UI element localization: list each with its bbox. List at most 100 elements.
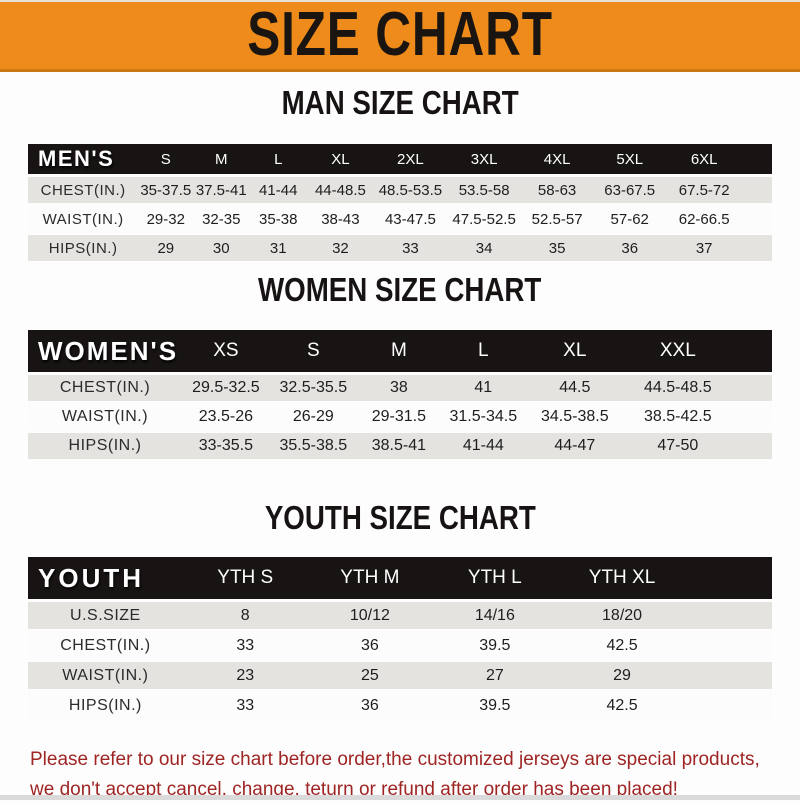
men-col-2xl: 2XL (373, 144, 448, 176)
men-header-filler (742, 144, 772, 176)
footer-note: Please refer to our size chart before or… (0, 745, 800, 805)
row-filler (731, 430, 772, 459)
size-value: 14/16 (431, 599, 558, 631)
men-col-m: M (193, 144, 250, 176)
row-filler (686, 629, 772, 661)
footer-line-2: we don't accept cancel, change, teturn o… (30, 779, 678, 800)
row-filler (686, 599, 772, 631)
women-header-row: WOMEN'S XS S M L XL XXL (28, 330, 772, 374)
men-section-title: MAN SIZE CHART (0, 84, 800, 122)
row-label: HIPS(IN.) (28, 689, 183, 719)
size-value: 42.5 (557, 689, 687, 719)
size-value: 36 (307, 689, 432, 719)
men-col-4xl: 4XL (520, 144, 594, 176)
women-col-xxl: XXL (623, 330, 732, 374)
size-value: 35-37.5 (138, 174, 194, 205)
men-section: MAN SIZE CHART MEN'S S M L XL 2XL 3XL 4XL 5XL 6XL… (0, 84, 800, 261)
size-value: 41-44 (440, 430, 526, 459)
row-label: HIPS(IN.) (28, 430, 182, 459)
size-value: 26-29 (269, 401, 357, 432)
size-value: 31.5-34.5 (440, 401, 526, 432)
youth-row-hips-in: HIPS(IN.) 33 36 39.5 42.5 (28, 689, 772, 719)
size-value: 33 (182, 689, 308, 719)
women-header-filler (731, 330, 772, 374)
women-col-s: S (269, 330, 357, 374)
size-value: 10/12 (307, 599, 432, 631)
women-size-table: WOMEN'S XS S M L XL XXL CHEST(IN.) 29.5-32.5 32.5… (28, 330, 772, 459)
size-value: 44-48.5 (307, 174, 374, 205)
size-value: 35 (520, 232, 594, 261)
size-value: 36 (307, 629, 432, 661)
size-value: 37 (666, 232, 743, 261)
youth-col-yth-m: YTH M (307, 557, 432, 601)
row-filler (742, 203, 772, 234)
youth-section-title-text: YOUTH SIZE CHART (264, 499, 536, 536)
youth-col-yth-l: YTH L (431, 557, 558, 601)
men-col-6xl: 6XL (666, 144, 743, 176)
row-label: CHEST(IN.) (28, 174, 139, 205)
size-value: 35.5-38.5 (269, 430, 357, 459)
size-value: 38 (356, 372, 441, 403)
size-value: 38.5-42.5 (623, 401, 732, 432)
size-value: 57-62 (593, 203, 667, 234)
size-value: 29-32 (138, 203, 194, 234)
size-value: 39.5 (431, 689, 558, 719)
women-col-xl: XL (525, 330, 624, 374)
row-label: CHEST(IN.) (28, 372, 182, 403)
size-value: 33 (182, 629, 308, 661)
size-value: 34 (447, 232, 521, 261)
banner-title: SIZE CHART (247, 0, 553, 69)
men-row-hips-in: HIPS(IN.) 29 30 31 32 33 34 35 36 37 (28, 232, 772, 261)
size-value: 43-47.5 (373, 203, 448, 234)
women-col-m: M (356, 330, 441, 374)
size-value: 27 (431, 659, 558, 691)
women-row-waist-in: WAIST(IN.) 23.5-26 26-29 29-31.5 31.5-34.5 34… (28, 401, 772, 432)
men-section-title-text: MAN SIZE CHART (281, 84, 519, 121)
row-label: U.S.SIZE (28, 599, 183, 631)
size-value: 25 (307, 659, 432, 691)
size-value: 44.5 (525, 372, 624, 403)
size-value: 32 (307, 232, 374, 261)
youth-col-yth-s: YTH S (182, 557, 308, 601)
men-col-xl: XL (307, 144, 374, 176)
footer-line-1: Please refer to our size chart before or… (30, 749, 760, 770)
men-header-row: MEN'S S M L XL 2XL 3XL 4XL 5XL 6XL (28, 144, 772, 176)
size-value: 32.5-35.5 (269, 372, 357, 403)
size-value: 42.5 (557, 629, 687, 661)
youth-col-yth-xl: YTH XL (557, 557, 687, 601)
size-value: 32-35 (193, 203, 250, 234)
women-section-title: WOMEN SIZE CHART (0, 271, 800, 309)
men-row-waist-in: WAIST(IN.) 29-32 32-35 35-38 38-43 43-47.5 47.… (28, 203, 772, 234)
row-label: WAIST(IN.) (28, 401, 182, 432)
size-value: 8 (182, 599, 308, 631)
size-value: 34.5-38.5 (525, 401, 624, 432)
men-size-table: MEN'S S M L XL 2XL 3XL 4XL 5XL 6XL CHEST(IN.) 35-37… (28, 144, 772, 261)
size-value: 29-31.5 (356, 401, 441, 432)
row-filler (686, 659, 772, 691)
women-corner-label: WOMEN'S (28, 330, 182, 374)
row-filler (686, 689, 772, 719)
men-col-s: S (138, 144, 194, 176)
size-value: 48.5-53.5 (373, 174, 448, 205)
size-value: 33-35.5 (182, 430, 270, 459)
row-filler (731, 372, 772, 403)
size-value: 38.5-41 (356, 430, 441, 459)
size-value: 58-63 (520, 174, 594, 205)
youth-row-u-s-size: U.S.SIZE 8 10/12 14/16 18/20 (28, 599, 772, 631)
row-filler (742, 174, 772, 205)
size-value: 39.5 (431, 629, 558, 661)
men-col-3xl: 3XL (447, 144, 521, 176)
size-value: 52.5-57 (520, 203, 594, 234)
size-value: 23 (182, 659, 308, 691)
banner: SIZE CHART (0, 0, 800, 72)
size-value: 29 (138, 232, 194, 261)
youth-row-waist-in: WAIST(IN.) 23 25 27 29 (28, 659, 772, 691)
row-label: CHEST(IN.) (28, 629, 183, 661)
women-section-title-text: WOMEN SIZE CHART (258, 271, 542, 308)
size-value: 44.5-48.5 (623, 372, 732, 403)
size-value: 35-38 (249, 203, 308, 234)
size-value: 29.5-32.5 (182, 372, 270, 403)
size-value: 41 (440, 372, 526, 403)
size-value: 31 (249, 232, 308, 261)
